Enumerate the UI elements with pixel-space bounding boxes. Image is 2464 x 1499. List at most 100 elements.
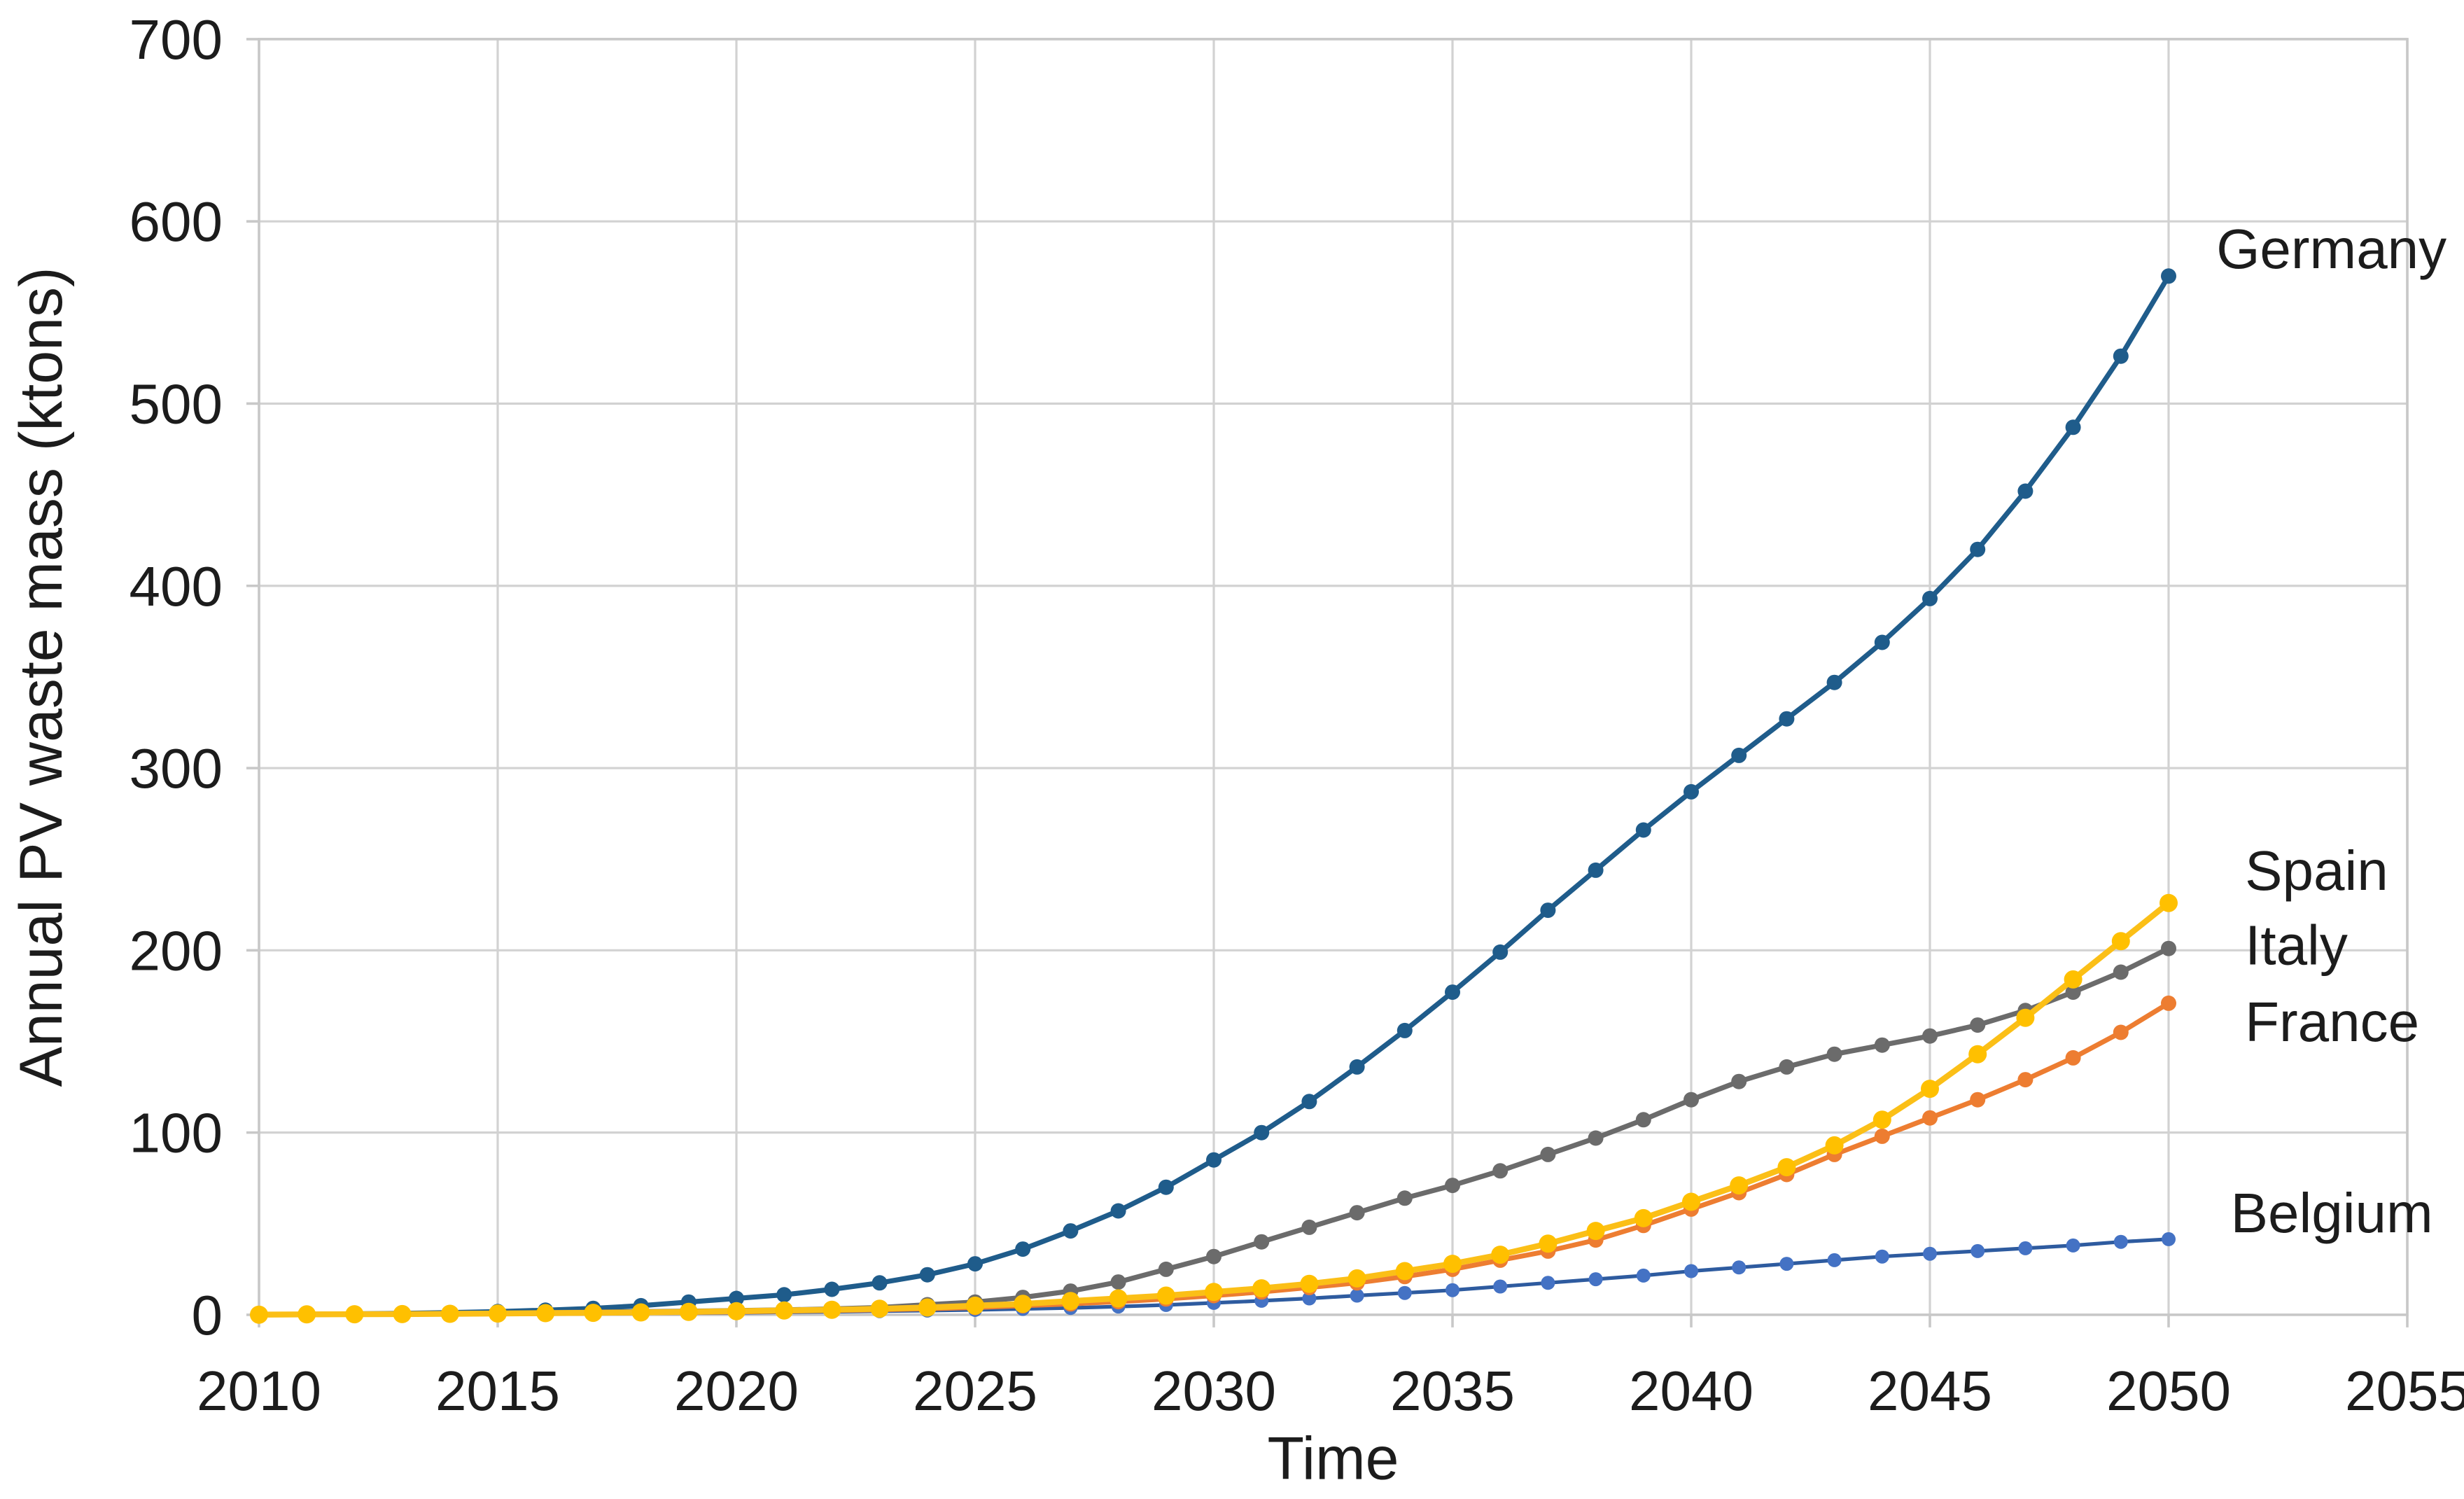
data-point-spain [1682, 1192, 1700, 1211]
y-axis-tick-label: 600 [130, 190, 223, 253]
data-point-germany [776, 1287, 792, 1303]
data-point-germany [1015, 1241, 1031, 1257]
data-point-spain [918, 1298, 937, 1317]
data-point-belgium [1493, 1279, 1508, 1294]
data-point-italy [1731, 1073, 1747, 1089]
data-point-germany [1063, 1223, 1079, 1239]
data-point-belgium [1732, 1260, 1746, 1275]
data-point-france [1874, 1128, 1890, 1144]
x-axis-tick-label: 2050 [2106, 1360, 2231, 1422]
x-axis-tick-label: 2020 [674, 1360, 799, 1422]
data-point-italy [1110, 1274, 1126, 1290]
y-axis-tick-label: 300 [130, 737, 223, 800]
data-point-italy [1588, 1130, 1604, 1146]
data-point-spain [631, 1303, 650, 1322]
series-label-germany: Germany [2216, 218, 2446, 280]
data-point-spain [1205, 1283, 1223, 1302]
data-point-germany [824, 1281, 840, 1297]
x-axis-tick-label: 2010 [197, 1360, 321, 1422]
data-point-germany [1588, 862, 1604, 878]
y-axis-title: Annual PV waste mass (ktons) [8, 267, 75, 1087]
data-point-italy [1349, 1205, 1365, 1221]
data-point-belgium [2162, 1232, 2176, 1246]
data-point-spain [1156, 1286, 1175, 1305]
data-point-germany [2065, 419, 2081, 435]
data-point-spain [1921, 1080, 1939, 1099]
data-point-spain [1539, 1234, 1558, 1253]
y-axis-tick-label: 100 [130, 1102, 223, 1164]
data-point-italy [1540, 1146, 1556, 1162]
data-point-germany [1301, 1094, 1317, 1110]
data-point-italy [1635, 1112, 1651, 1128]
x-axis-tick-label: 2015 [435, 1360, 560, 1422]
data-point-spain [1872, 1110, 1891, 1129]
data-point-germany [1826, 674, 1842, 690]
data-point-germany [2017, 483, 2033, 499]
data-point-france [1970, 1092, 1986, 1108]
data-point-spain [2111, 932, 2130, 951]
data-point-germany [1779, 711, 1795, 727]
data-point-germany [1731, 747, 1747, 763]
data-point-france [2113, 1024, 2129, 1040]
data-point-spain [1109, 1289, 1128, 1308]
data-point-italy [1826, 1046, 1842, 1062]
series-label-spain: Spain [2245, 839, 2388, 902]
data-point-spain [2160, 893, 2178, 912]
data-point-germany [919, 1267, 935, 1283]
data-point-belgium [1923, 1246, 1937, 1261]
data-point-germany [872, 1275, 888, 1291]
data-point-france [1922, 1110, 1938, 1126]
data-point-belgium [2066, 1238, 2080, 1253]
data-point-spain [2016, 1008, 2035, 1027]
data-point-germany [1254, 1124, 1270, 1141]
data-point-belgium [2113, 1234, 2128, 1249]
data-point-italy [2161, 940, 2176, 956]
data-point-belgium [1636, 1268, 1651, 1283]
data-point-spain [775, 1301, 794, 1320]
data-point-belgium [1684, 1264, 1698, 1278]
data-point-spain [1443, 1255, 1462, 1274]
data-point-spain [727, 1302, 746, 1320]
data-point-spain [1491, 1246, 1510, 1264]
data-point-germany [1540, 902, 1556, 919]
data-point-belgium [1588, 1272, 1603, 1287]
data-point-spain [1634, 1208, 1653, 1227]
data-point-spain [1395, 1262, 1414, 1281]
data-point-spain [1300, 1274, 1319, 1293]
data-point-germany [2113, 348, 2129, 364]
data-point-germany [967, 1256, 983, 1272]
data-point-belgium [1446, 1283, 1460, 1297]
data-point-belgium [1350, 1288, 1364, 1303]
data-point-italy [1254, 1234, 1270, 1250]
data-point-spain [1730, 1176, 1749, 1195]
data-point-germany [729, 1290, 744, 1306]
data-point-spain [584, 1304, 603, 1323]
x-axis-title: Time [1268, 1425, 1399, 1493]
data-point-spain [489, 1304, 507, 1323]
data-point-france [2065, 1050, 2081, 1066]
data-point-germany [1396, 1022, 1413, 1038]
y-axis-tick-label: 700 [130, 8, 223, 71]
x-axis-tick-label: 2055 [2345, 1360, 2464, 1422]
y-axis-tick-label: 200 [130, 919, 223, 982]
data-point-belgium [1302, 1291, 1317, 1306]
y-axis-tick-label: 500 [130, 372, 223, 435]
data-point-italy [1779, 1059, 1795, 1075]
data-point-spain [966, 1296, 984, 1315]
data-point-italy [1206, 1248, 1222, 1264]
data-point-belgium [1397, 1285, 1412, 1300]
data-point-germany [1158, 1179, 1174, 1195]
data-point-italy [1970, 1017, 1986, 1033]
data-point-spain [1348, 1269, 1366, 1288]
x-axis-tick-label: 2030 [1152, 1360, 1276, 1422]
data-point-spain [822, 1300, 841, 1319]
x-axis-tick-label: 2040 [1629, 1360, 1754, 1422]
data-point-italy [1301, 1219, 1317, 1235]
x-axis-tick-label: 2035 [1390, 1360, 1515, 1422]
data-point-belgium [1875, 1249, 1889, 1264]
data-point-italy [1396, 1190, 1413, 1206]
data-point-italy [2113, 964, 2129, 980]
data-point-italy [1684, 1092, 1699, 1108]
